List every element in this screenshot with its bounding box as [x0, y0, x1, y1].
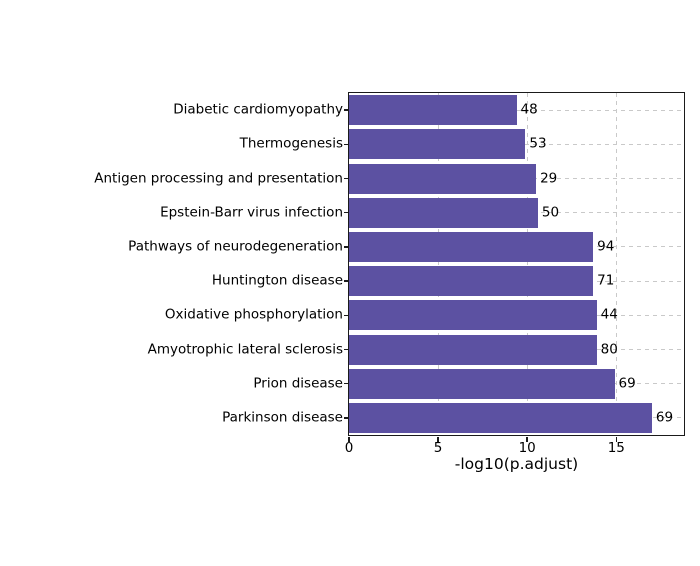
y-tick-label: Thermogenesis [239, 135, 343, 152]
bar-count-label: 29 [540, 170, 558, 187]
y-tick-mark [343, 314, 349, 317]
y-tick-mark [343, 211, 349, 214]
bar-count-label: 69 [618, 375, 636, 392]
x-gridline [526, 93, 528, 435]
x-tick-label: 5 [433, 440, 443, 456]
bar [349, 266, 594, 297]
bar [349, 334, 597, 365]
y-tick-label: Pathways of neurodegeneration [128, 238, 343, 255]
bar [349, 300, 597, 331]
y-tick-mark [343, 177, 349, 180]
x-gridline [437, 93, 439, 435]
bar-count-label: 53 [529, 135, 547, 152]
x-tick-label: 0 [344, 440, 354, 456]
x-tick-mark [526, 436, 528, 442]
y-tick-mark [343, 109, 349, 111]
x-tick-mark [615, 436, 618, 442]
bar-count-label: 69 [655, 409, 674, 426]
bar-count-label: 50 [541, 204, 560, 221]
x-tick-label: 15 [607, 440, 625, 456]
y-tick-mark [343, 246, 349, 248]
x-gridline [615, 93, 617, 435]
x-tick-mark [437, 436, 439, 442]
bar [349, 402, 652, 433]
y-tick-label: Diabetic cardiomyopathy [173, 101, 343, 118]
y-tick-mark [343, 417, 349, 419]
y-tick-label: Epstein-Barr virus infection [160, 204, 343, 221]
bar [349, 368, 615, 399]
bar [349, 163, 537, 194]
x-tick-label: 10 [518, 440, 536, 456]
bar-count-label: 48 [520, 101, 538, 118]
bar-count-label: 80 [600, 341, 618, 358]
bar-count-label: 94 [597, 238, 615, 255]
y-tick-label: Parkinson disease [222, 409, 343, 426]
y-tick-mark [343, 280, 349, 282]
bar [349, 95, 517, 126]
y-tick-mark [343, 143, 349, 146]
y-tick-mark [343, 382, 349, 385]
bar [349, 231, 594, 262]
x-axis-title: -log10(p.adjust) [454, 455, 579, 473]
bar [349, 197, 538, 228]
bar-count-label: 71 [597, 272, 615, 289]
y-tick-mark [343, 348, 349, 351]
y-tick-label: Huntington disease [211, 272, 343, 289]
bar [349, 129, 526, 160]
x-tick-mark [348, 436, 350, 442]
y-tick-label: Amyotrophic lateral sclerosis [147, 341, 343, 358]
y-gridline [349, 109, 684, 111]
bar-count-label: 44 [600, 306, 618, 323]
y-tick-label: Prion disease [253, 375, 343, 392]
y-tick-label: Oxidative phosphorylation [164, 306, 343, 323]
y-tick-label: Antigen processing and presentation [94, 170, 343, 187]
